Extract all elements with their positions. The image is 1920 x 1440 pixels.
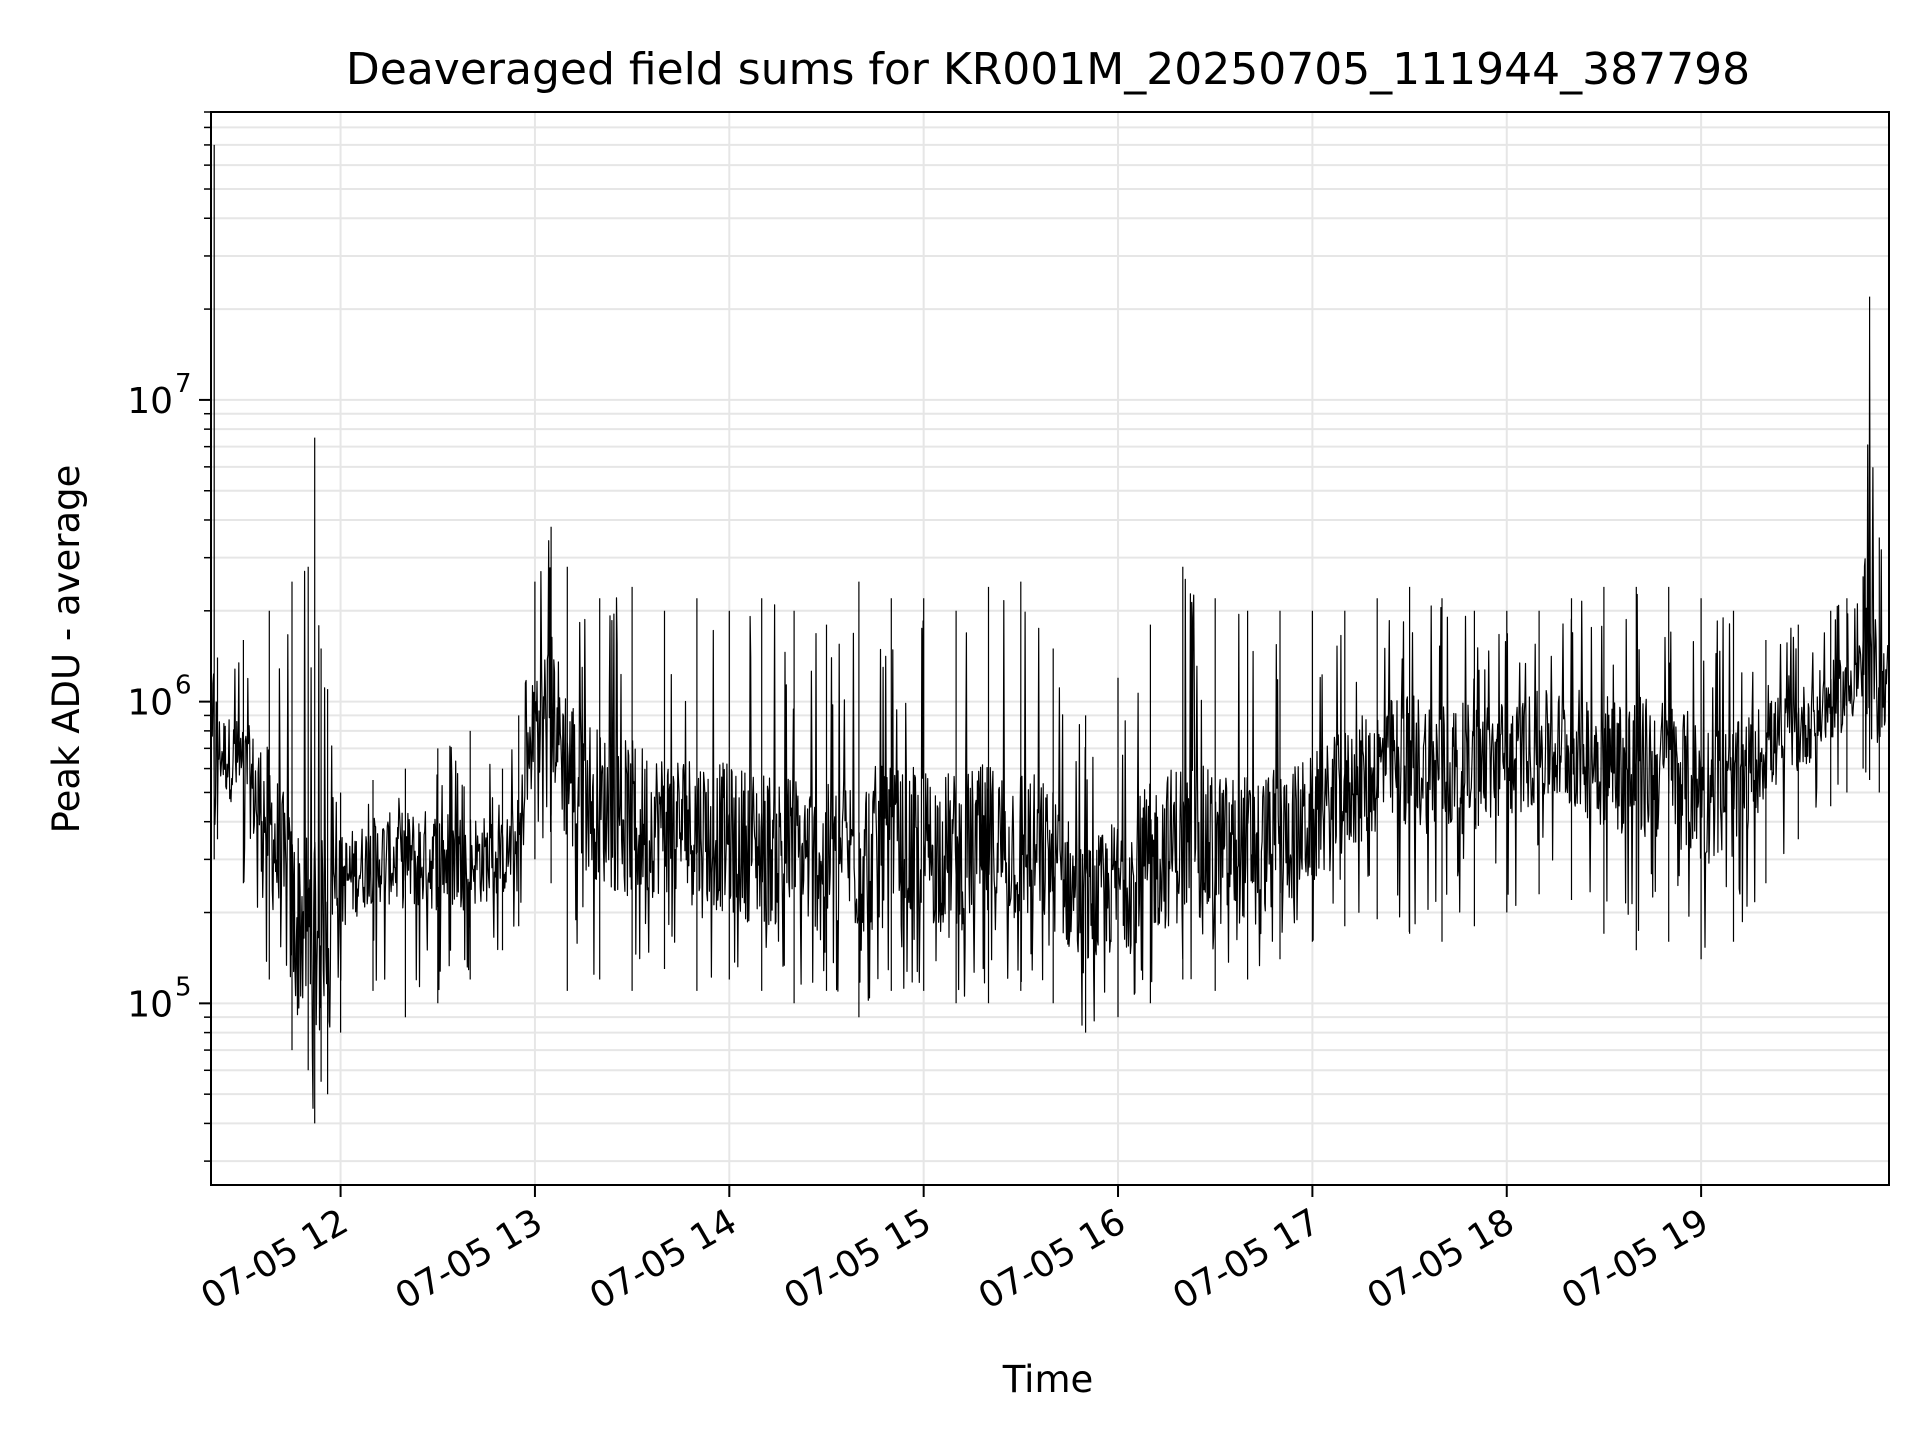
- x-axis-label: Time: [1002, 1358, 1094, 1401]
- chart-title: Deaveraged field sums for KR001M_2025070…: [346, 44, 1750, 95]
- y-tick-exponent: 6: [175, 671, 192, 701]
- y-tick-label: 10: [127, 381, 173, 422]
- plot-frame: [210, 111, 1890, 1186]
- data-series: [210, 144, 1890, 1124]
- y-tick-label: 10: [127, 683, 173, 724]
- series-line: [210, 144, 1890, 1124]
- y-tick-label: 10: [127, 984, 173, 1025]
- y-tick-exponent: 5: [175, 972, 192, 1002]
- y-tick-exponent: 7: [175, 369, 192, 399]
- y-axis-label: Peak ADU - average: [45, 465, 88, 834]
- tick-marks: [199, 111, 1703, 1197]
